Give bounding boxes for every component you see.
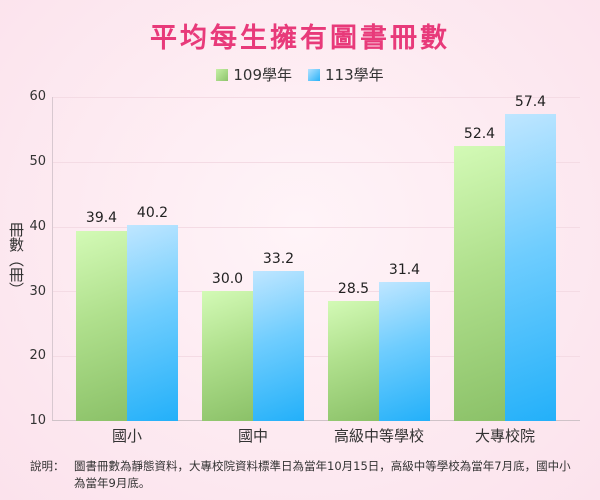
data-label: 28.5: [337, 281, 370, 298]
gridline: [53, 356, 580, 357]
data-label: 33.2: [262, 250, 295, 267]
bar-109學年: [328, 301, 379, 421]
chart-title: 平均每生擁有圖書冊數: [150, 23, 450, 54]
y-tick: 20: [29, 348, 46, 363]
bar-113學年: [505, 113, 556, 421]
data-label: 40.2: [136, 205, 169, 222]
gridline: [53, 162, 580, 163]
gridline: [53, 97, 580, 98]
bar-113學年: [379, 282, 430, 421]
legend: 109學年 113學年: [0, 64, 600, 85]
data-label: 57.4: [514, 93, 547, 110]
legend-label: 113學年: [325, 66, 384, 84]
y-tick: 40: [29, 219, 46, 234]
gridline: [53, 291, 580, 292]
bar-113學年: [127, 225, 178, 421]
bar-109學年: [202, 291, 253, 421]
legend-item-113: 113學年: [308, 64, 384, 85]
legend-swatch-green: [216, 68, 229, 81]
y-axis-label: 冊數（冊）: [7, 222, 25, 297]
y-tick: 60: [29, 89, 46, 104]
footnote-label: 說明：: [30, 459, 65, 473]
gridline: [53, 227, 580, 228]
data-label: 39.4: [85, 210, 118, 227]
data-label: 52.4: [463, 126, 496, 143]
x-tick-label: 國小: [111, 427, 142, 445]
legend-item-109: 109學年: [216, 64, 292, 85]
plot-area: 39.4 40.2 30.0 33.2 28.5 31.4 52.4 57.4: [52, 93, 580, 421]
x-tick-label: 大專校院: [474, 427, 535, 445]
x-tick-label: 高級中等學校: [333, 427, 424, 445]
y-tick: 30: [29, 284, 46, 299]
footnote-text: 圖書冊數為靜態資料，大專校院資料標準日為當年10月15日，高級中等學校為當年7月…: [74, 459, 571, 490]
x-tick-label: 國中: [237, 427, 268, 445]
x-axis-line: [52, 420, 580, 421]
bar-109學年: [76, 230, 127, 421]
bar-113學年: [253, 270, 304, 421]
legend-swatch-blue: [308, 68, 320, 81]
data-label: 31.4: [388, 262, 421, 279]
y-tick: 10: [29, 413, 46, 428]
bar-109學年: [454, 146, 505, 421]
y-tick: 50: [29, 154, 46, 169]
y-axis-line: [52, 97, 53, 421]
legend-label: 109學年: [233, 66, 292, 84]
data-label: 30.0: [211, 271, 244, 288]
